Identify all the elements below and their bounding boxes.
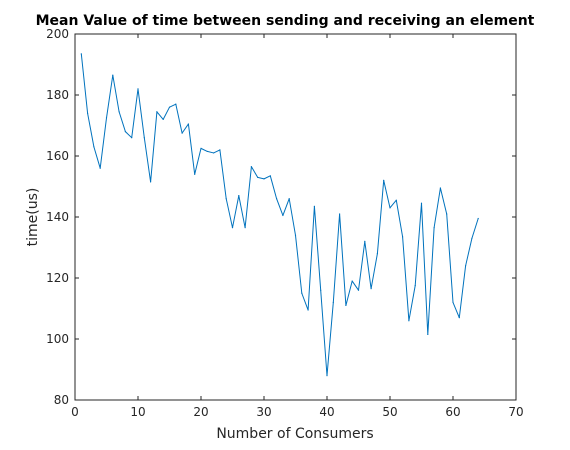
data-point [351,280,353,282]
data-point [93,146,95,148]
data-point [452,301,454,303]
data-point [414,285,416,287]
data-point [99,167,101,169]
data-point [420,202,423,204]
data-point [389,207,391,209]
y-tick-label: 200 [46,27,69,41]
data-point [446,213,448,215]
y-tick-label: 120 [46,271,69,285]
data-point [433,227,435,229]
data-point [364,240,366,242]
y-axis-label: time(us) [25,188,41,247]
x-tick-label: 20 [193,405,208,419]
data-point [282,214,284,217]
x-tick-label: 0 [71,405,79,419]
data-point [225,198,227,200]
data-point [213,152,215,154]
data-point [181,132,183,134]
data-point [250,166,252,168]
data-point [288,198,290,200]
data-point [112,74,114,76]
x-tick-label: 30 [256,405,271,419]
data-point [124,131,126,133]
data-point [263,178,265,180]
x-tick-label: 70 [508,405,523,419]
x-tick-label: 60 [445,405,460,419]
data-point [244,227,246,229]
data-point [376,253,378,255]
data-point [427,333,429,336]
data-point [87,112,89,114]
data-point [408,320,410,322]
data-point [477,217,479,220]
data-point [471,237,473,239]
data-point [326,375,328,377]
data-point [231,227,234,229]
data-point [219,149,221,151]
data-point [238,195,240,197]
data-point [257,176,259,178]
data-point [162,118,164,120]
chart-title: Mean Value of time between sending and r… [36,13,535,29]
data-point [332,301,334,303]
data-point [175,103,177,105]
data-point [276,198,278,200]
data-point [143,137,145,139]
data-point [80,53,82,55]
data-point [458,317,460,319]
series-line [80,53,479,377]
data-point [168,106,171,108]
data-point [150,181,152,183]
y-tick-label: 160 [46,149,69,163]
y-tick-label: 180 [46,88,69,102]
series-layer [80,53,479,377]
data-point [395,199,397,201]
data-point [206,150,208,153]
data-point [105,117,108,119]
data-point [465,265,467,267]
y-tick-label: 100 [46,332,69,346]
x-tick-label: 10 [130,405,145,419]
data-point [137,88,139,90]
data-point [294,234,297,236]
data-point [194,173,196,175]
data-point [118,111,120,113]
data-point [187,123,189,125]
data-point [301,292,303,294]
data-point [200,147,202,149]
data-point [156,111,158,113]
data-point [320,289,322,291]
data-point [269,175,271,177]
plot-area [74,33,517,401]
x-tick-label: 40 [319,405,334,419]
x-axis-label: Number of Consumers [216,426,373,442]
data-point [402,236,404,238]
x-tick-label: 50 [382,405,397,419]
y-tick-label: 140 [46,210,69,224]
x-axis: 0 10 20 30 40 50 60 70 [71,34,524,419]
y-axis: 80 100 120 140 160 180 200 [46,27,516,407]
data-point [131,137,133,139]
data-point [439,187,441,189]
data-point [357,289,360,291]
data-point [313,205,315,207]
data-point [345,304,347,307]
data-point [339,213,341,215]
data-point [307,309,309,311]
data-point [370,288,372,290]
y-tick-label: 80 [54,393,69,407]
data-point [383,179,385,181]
